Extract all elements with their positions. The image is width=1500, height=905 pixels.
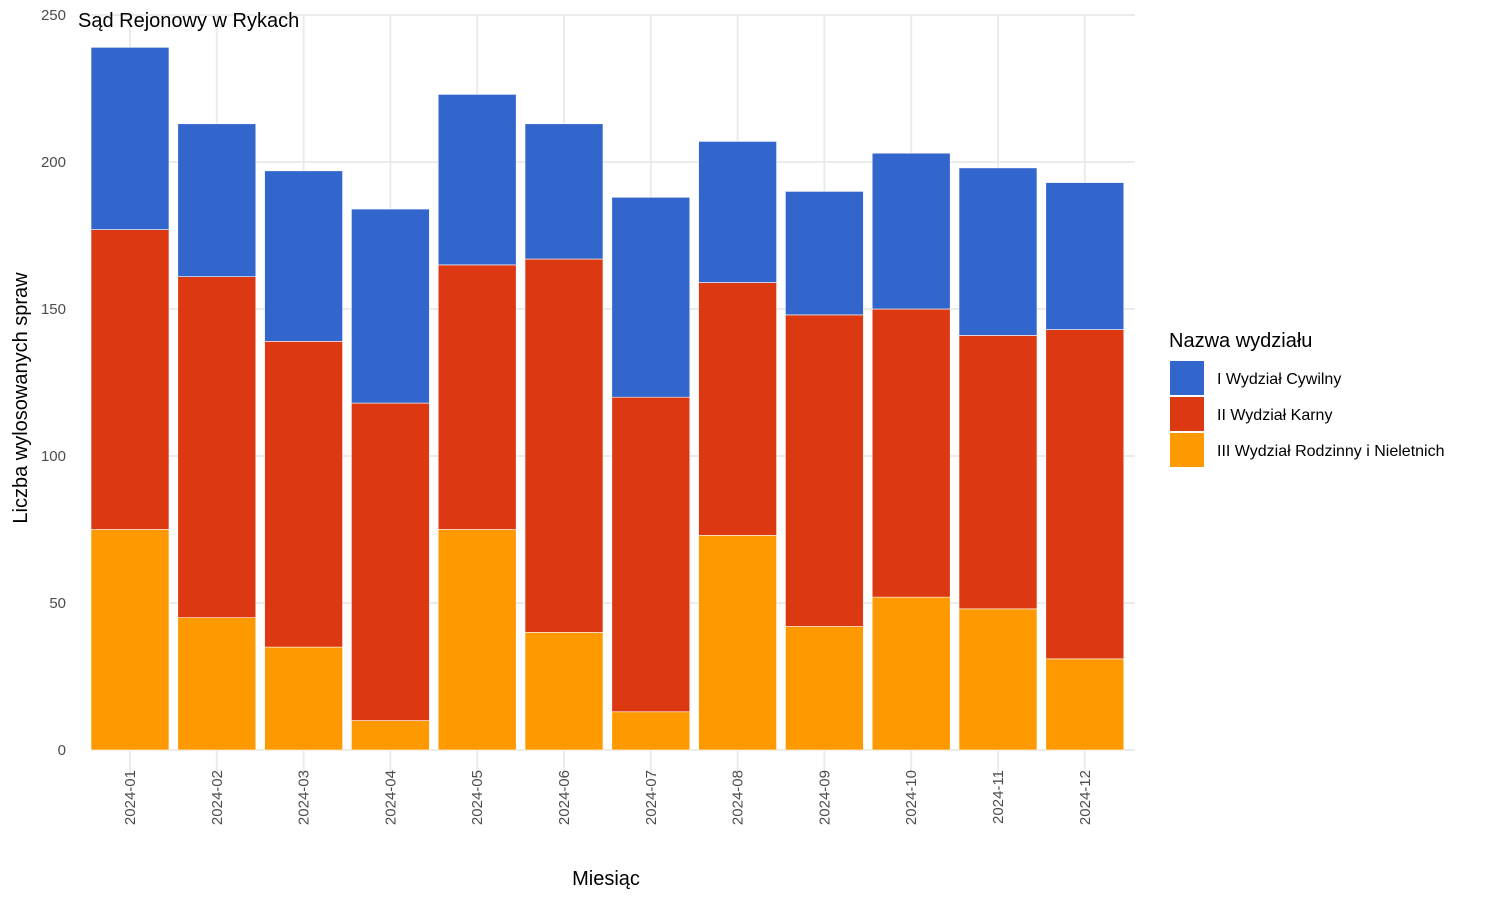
legend-items: I Wydział Cywilny II Wydział Karny III Wyd… [1170,361,1445,467]
bar-segment [264,341,343,648]
bar-segment [437,529,517,751]
bar-segment [351,402,430,721]
y-tick-label: 100 [41,448,66,465]
bar-segment [177,276,257,619]
x-tick-label: 2024-09 [816,770,833,825]
legend-title: Nazwa wydziału [1169,330,1312,352]
bar-segment [698,282,777,536]
legend-label: III Wydział Rodzinny i Nieletnich [1217,443,1445,460]
y-axis: 0 50 100 150 200 250 [41,7,66,759]
bar-segment [524,258,604,633]
x-tick-label: 2024-01 [122,770,139,825]
bar-segment [785,191,864,316]
chart-title: Sąd Rejonowy w Rykach [78,10,299,32]
bar-segment [437,94,517,266]
bar-segment [698,535,777,751]
legend: Nazwa wydziału I Wydział Cywilny II Wydzi… [1169,330,1445,467]
bar-segment [958,167,1038,336]
bars-layer [90,47,1125,751]
y-tick-label: 0 [58,742,66,759]
x-axis: 2024-01 2024-02 2024-03 2024-04 2024-05 2024-… [122,770,1094,825]
y-tick-label: 250 [41,7,66,24]
legend-label: I Wydział Cywilny [1217,371,1341,388]
y-tick-label: 50 [49,595,66,612]
bar-segment [611,396,691,713]
bar-segment [611,196,691,398]
x-tick-label: 2024-11 [990,770,1007,824]
bar-segment [90,529,170,751]
x-tick-label: 2024-03 [296,770,313,825]
bar-segment [871,152,951,310]
bar-segment [1045,182,1125,330]
legend-swatch [1170,433,1204,467]
bar-segment [351,208,430,404]
x-tick-label: 2024-07 [643,770,660,825]
x-tick-label: 2024-06 [556,770,573,825]
y-tick-label: 200 [41,154,66,171]
x-tick-label: 2024-05 [469,770,486,825]
bar-segment [90,47,170,230]
bar-segment [264,170,343,342]
x-tick-label: 2024-10 [903,770,920,825]
bar-segment [351,720,430,751]
y-tick-label: 150 [41,301,66,318]
y-axis-title: Liczba wylosowanych spraw [10,272,32,524]
x-tick-label: 2024-08 [730,770,747,825]
legend-label: II Wydział Karny [1217,407,1332,424]
x-tick-label: 2024-12 [1077,770,1094,825]
bar-segment [1045,658,1125,751]
bar-segment [958,608,1038,751]
bar-segment [871,596,951,751]
legend-swatch [1170,361,1204,395]
x-axis-title: Miesiąc [572,868,640,890]
bar-segment [611,711,691,751]
bar-segment [90,229,170,530]
bar-segment [264,646,343,751]
bar-segment [785,626,864,751]
bar-segment [871,308,951,598]
legend-swatch [1170,397,1204,431]
bar-segment [177,617,257,751]
bar-segment [437,264,517,530]
bar-segment [1045,329,1125,660]
bar-segment [785,314,864,627]
bar-segment [177,123,257,277]
x-tick-label: 2024-02 [209,770,226,825]
x-tick-label: 2024-04 [382,770,399,825]
bar-segment [524,123,604,260]
bar-segment [698,141,777,283]
bar-segment [524,632,604,751]
bar-segment [958,335,1038,610]
